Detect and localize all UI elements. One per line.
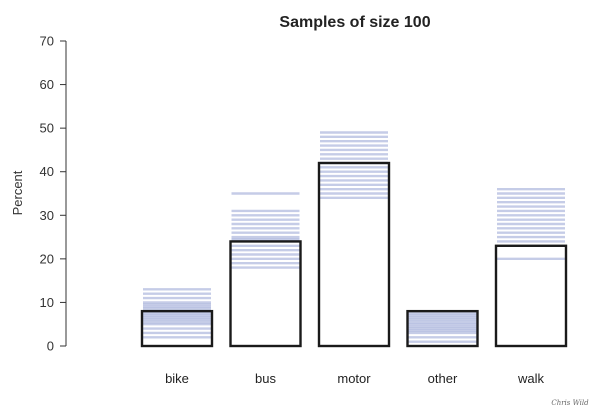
- y-tick-label: 60: [40, 77, 54, 92]
- y-tick-label: 40: [40, 164, 54, 179]
- y-tick-label: 70: [40, 34, 54, 49]
- sample-lines: [143, 131, 565, 343]
- category-label: motor: [337, 371, 371, 386]
- bar-bus: [229, 240, 302, 348]
- category-labels: bike bus motor other walk: [165, 371, 544, 386]
- chart-title: Samples of size 100: [279, 14, 430, 31]
- y-axis: 0 10 20 30 40 50 60 70: [40, 34, 67, 354]
- y-axis-label: Percent: [10, 170, 25, 215]
- y-tick-label: 20: [40, 251, 54, 266]
- bar-motor: [317, 161, 391, 348]
- bar-bike: [140, 309, 214, 348]
- y-tick-label: 0: [47, 339, 54, 354]
- bar-walk: [494, 244, 568, 348]
- y-tick-label: 10: [40, 295, 54, 310]
- bar-other: [406, 309, 479, 348]
- category-label: bike: [165, 371, 189, 386]
- signature: Chris Wild: [551, 399, 589, 407]
- category-label: other: [428, 371, 458, 386]
- y-tick-label: 30: [40, 208, 54, 223]
- y-tick-label: 50: [40, 121, 54, 136]
- category-label: walk: [517, 371, 545, 386]
- category-label: bus: [255, 371, 276, 386]
- bars: [140, 161, 568, 348]
